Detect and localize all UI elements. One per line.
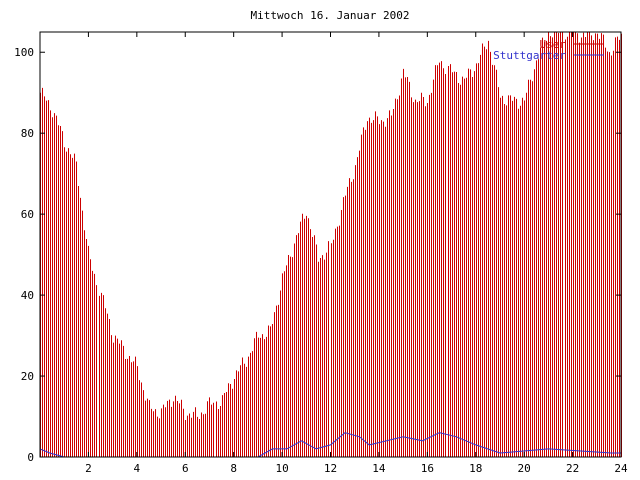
x-tick-label: 16	[421, 462, 434, 475]
y-tick-label: 100	[14, 46, 34, 59]
x-tick-label: 2	[85, 462, 92, 475]
y-tick-label: 20	[21, 370, 34, 383]
x-tick-label: 14	[372, 462, 386, 475]
x-tick-label: 20	[518, 462, 531, 475]
x-tick-label: 18	[469, 462, 482, 475]
y-tick-label: 60	[21, 208, 34, 221]
x-tick-label: 10	[275, 462, 288, 475]
y-tick-label: 0	[27, 451, 34, 464]
stuttgarter-line-layer	[39, 432, 621, 458]
chart-title: Mittwoch 16. Januar 2002	[251, 9, 410, 22]
legend-label: Stuttgarter	[493, 49, 566, 62]
x-axis: 2 4 6 8 10 12 14 16 18 20 22 24	[85, 32, 628, 475]
y-axis: 0 20 40 60 80 100	[14, 46, 621, 464]
stuttgarter-line	[39, 432, 621, 458]
user-impulses	[40, 32, 622, 457]
x-tick-label: 12	[324, 462, 337, 475]
x-tick-label: 22	[566, 462, 579, 475]
x-tick-label: 8	[230, 462, 237, 475]
legend-label: User	[540, 38, 567, 51]
y-tick-label: 80	[21, 127, 34, 140]
x-tick-label: 4	[134, 462, 141, 475]
y-tick-label: 40	[21, 289, 34, 302]
x-tick-label: 6	[182, 462, 189, 475]
x-tick-label: 24	[614, 462, 628, 475]
